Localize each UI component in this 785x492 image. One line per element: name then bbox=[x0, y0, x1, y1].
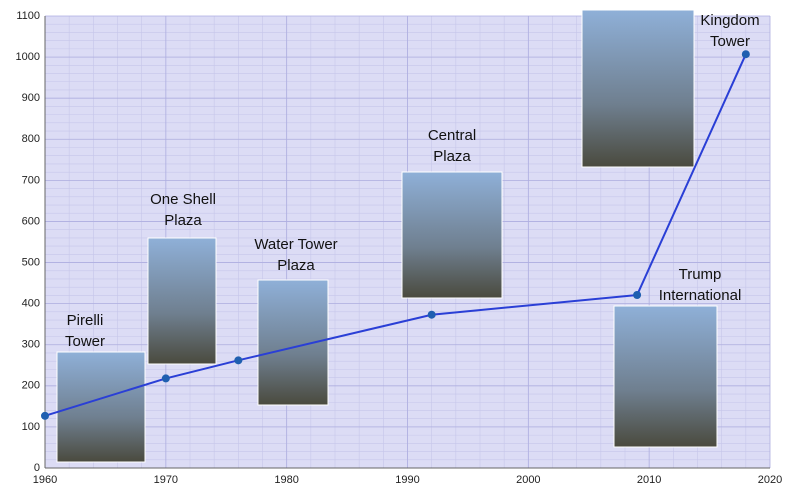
point bbox=[41, 411, 49, 420]
x-tick-label: 1980 bbox=[274, 474, 298, 486]
building-photo bbox=[401, 171, 503, 299]
y-tick-label: 900 bbox=[22, 92, 40, 104]
annotation: Plaza bbox=[277, 257, 315, 274]
point bbox=[161, 374, 170, 383]
x-tick-label: 1960 bbox=[33, 474, 57, 486]
y-tick-label: 300 bbox=[22, 339, 40, 351]
annotation: Tower bbox=[65, 333, 105, 350]
y-tick-label: 600 bbox=[22, 215, 40, 227]
y-tick-label: 100 bbox=[22, 421, 40, 433]
annotation: Central bbox=[428, 127, 476, 144]
point bbox=[234, 356, 243, 365]
annotation: Plaza bbox=[164, 212, 202, 229]
y-tick-label: 1000 bbox=[16, 51, 40, 63]
annotation: Water Tower bbox=[254, 236, 337, 253]
y-tick-label: 500 bbox=[22, 256, 40, 268]
x-tick-label: 1970 bbox=[154, 474, 178, 486]
annotation: One Shell bbox=[150, 191, 216, 208]
y-tick-label: 700 bbox=[22, 174, 40, 186]
y-tick-label: 1100 bbox=[16, 10, 40, 22]
annotation: Tower bbox=[710, 33, 750, 50]
annotation: International bbox=[659, 287, 742, 304]
annotation: Pirelli bbox=[67, 312, 104, 329]
annotation: Plaza bbox=[433, 148, 471, 165]
annotation: Trump bbox=[679, 266, 722, 283]
x-tick-label: 2020 bbox=[758, 474, 782, 486]
building-photo bbox=[613, 305, 718, 448]
y-tick-label: 200 bbox=[22, 380, 40, 392]
building-photo bbox=[581, 9, 695, 168]
y-tick-label: 800 bbox=[22, 133, 40, 145]
point bbox=[633, 291, 642, 300]
x-tick-label: 2010 bbox=[637, 474, 661, 486]
annotation: Kingdom bbox=[700, 12, 759, 29]
x-tick-label: 1990 bbox=[395, 474, 419, 486]
point bbox=[741, 50, 750, 59]
building-photo bbox=[147, 237, 217, 365]
y-tick-label: 0 bbox=[34, 462, 40, 474]
point bbox=[427, 310, 436, 319]
y-tick-label: 400 bbox=[22, 298, 40, 310]
line bbox=[44, 53, 747, 417]
x-tick-label: 2000 bbox=[516, 474, 540, 486]
